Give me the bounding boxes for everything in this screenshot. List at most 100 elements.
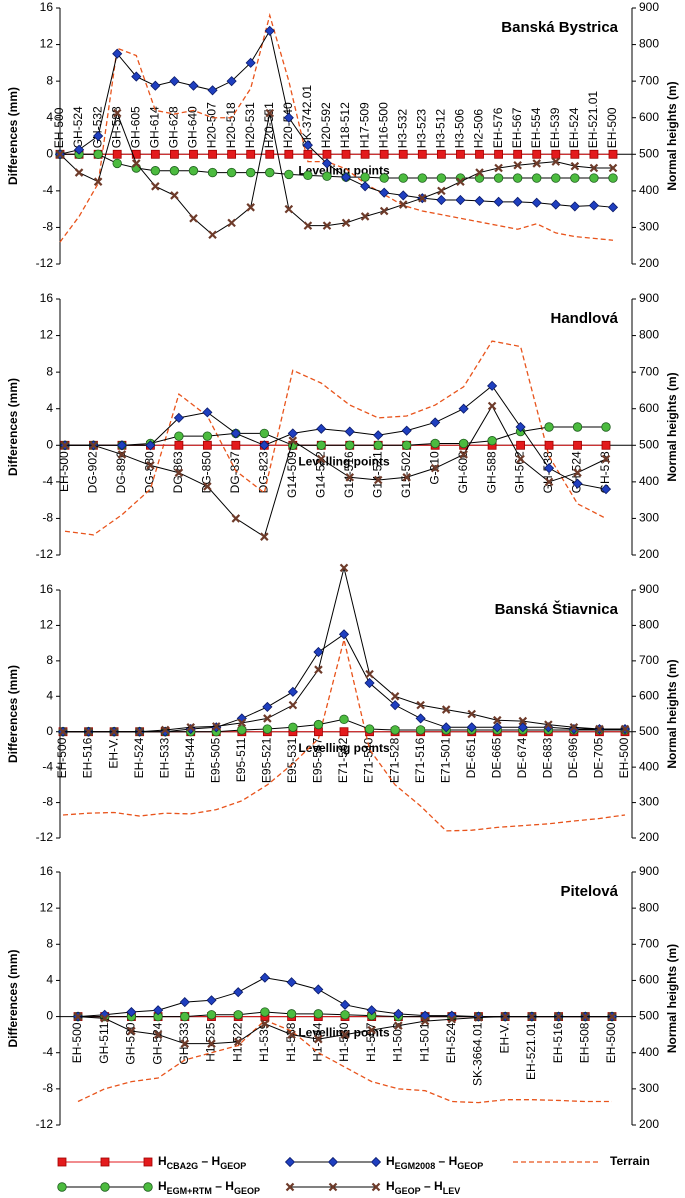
marker xyxy=(379,187,390,198)
marker xyxy=(74,168,84,177)
x-tick-label: G14-516 xyxy=(342,451,356,498)
marker xyxy=(189,214,198,223)
y-tick-label: 16 xyxy=(40,0,54,14)
x-axis-title: Levelling points xyxy=(298,454,390,468)
legend-marker xyxy=(328,1182,338,1192)
y2-tick-label: 500 xyxy=(639,1009,659,1023)
x-tick-label: GH-524 xyxy=(150,1022,164,1064)
y-tick-label: -12 xyxy=(36,1117,54,1131)
y2-tick-label: 700 xyxy=(639,653,659,667)
marker xyxy=(390,700,401,711)
y-tick-label: 0 xyxy=(46,724,53,738)
marker xyxy=(515,421,526,433)
marker xyxy=(288,436,298,445)
y-tick-label: -4 xyxy=(42,1045,53,1059)
marker xyxy=(245,167,256,178)
marker xyxy=(189,149,198,159)
x-tick-label: EH-516 xyxy=(551,1022,565,1063)
marker xyxy=(179,997,190,1008)
marker xyxy=(313,1009,324,1019)
marker xyxy=(206,995,217,1006)
legend-entry: HCBA2G – HGEOP xyxy=(57,1154,246,1171)
marker xyxy=(233,1010,243,1020)
marker xyxy=(608,149,618,159)
legend-marker xyxy=(327,1156,339,1168)
marker xyxy=(112,158,122,169)
x-tick-label: DG-880 xyxy=(143,451,157,493)
marker xyxy=(398,190,409,201)
x-tick-label: DE-683 xyxy=(541,737,555,778)
x-tick-label: DG-896 xyxy=(114,451,128,493)
marker xyxy=(260,532,269,541)
x-tick-label: E95-547 xyxy=(311,737,325,783)
marker xyxy=(493,173,504,183)
x-tick-label: EH-576 xyxy=(491,107,505,148)
marker xyxy=(458,438,469,449)
marker xyxy=(313,719,324,730)
marker xyxy=(572,478,583,489)
x-tick-label: H1-544 xyxy=(310,1022,324,1062)
marker xyxy=(532,159,542,168)
x-tick-label: EH-533 xyxy=(157,737,171,778)
marker xyxy=(160,725,170,735)
marker xyxy=(169,166,180,176)
marker xyxy=(207,85,218,96)
marker xyxy=(74,144,85,155)
y2-tick-label: 900 xyxy=(639,864,659,878)
legend-label: HGEOP – HLEV xyxy=(386,1179,460,1196)
legend-label: HEGM+RTM – HGEOP xyxy=(158,1179,260,1196)
y2-axis-title: Normal heights (m) xyxy=(665,372,679,481)
marker xyxy=(345,473,355,482)
marker xyxy=(513,149,523,159)
marker xyxy=(186,723,196,732)
marker xyxy=(620,724,630,734)
x-tick-label: H1-503 xyxy=(391,1022,405,1062)
marker xyxy=(117,450,127,459)
marker xyxy=(283,112,294,123)
marker xyxy=(456,149,465,159)
marker xyxy=(73,1012,83,1021)
marker xyxy=(367,1025,376,1035)
legend-marker xyxy=(100,1182,110,1192)
marker xyxy=(150,149,160,159)
marker xyxy=(345,440,355,450)
x-tick-label: GH-640 xyxy=(186,106,200,148)
y-axis-title: Differences (mm) xyxy=(6,665,20,763)
marker xyxy=(211,722,221,731)
y-axis-title: Differences (mm) xyxy=(6,949,20,1047)
marker xyxy=(313,646,324,658)
marker xyxy=(531,197,542,208)
marker xyxy=(601,440,611,450)
x-tick-label: SK-3742.01 xyxy=(300,85,314,149)
marker xyxy=(360,181,371,192)
marker xyxy=(595,724,604,734)
marker xyxy=(284,204,294,214)
marker xyxy=(131,71,142,82)
marker xyxy=(153,1005,164,1016)
x-tick-label: E95-521 xyxy=(260,737,274,783)
marker xyxy=(230,428,241,439)
marker xyxy=(532,149,542,159)
marker xyxy=(554,1012,563,1021)
x-tick-label: EH-524 xyxy=(444,1022,458,1063)
marker xyxy=(551,173,561,183)
marker xyxy=(260,1019,270,1029)
marker xyxy=(60,441,70,450)
y-tick-label: 12 xyxy=(40,37,54,51)
y2-tick-label: 700 xyxy=(639,364,659,378)
marker xyxy=(402,473,411,482)
marker xyxy=(174,431,184,441)
marker xyxy=(430,417,441,428)
x-tick-label: DE-651 xyxy=(464,737,478,778)
x-tick-label: H20-531 xyxy=(243,102,257,148)
y2-tick-label: 200 xyxy=(639,830,659,844)
marker xyxy=(551,157,561,166)
marker xyxy=(303,170,313,181)
y-tick-label: -8 xyxy=(42,795,53,809)
marker xyxy=(364,724,375,734)
x-tick-label: EH-567 xyxy=(510,107,524,148)
x-tick-label: G14-509 xyxy=(285,451,299,498)
marker xyxy=(226,76,237,87)
marker xyxy=(441,722,452,733)
